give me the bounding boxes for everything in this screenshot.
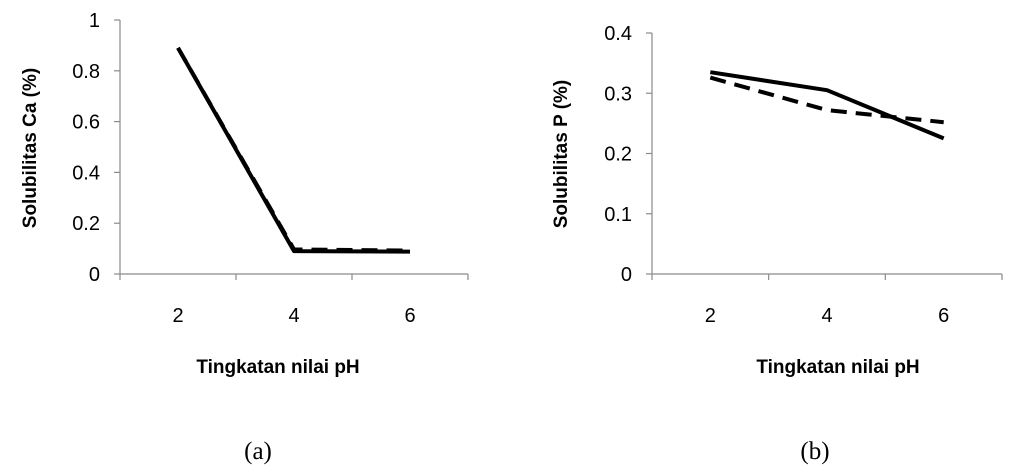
x-tick-label: 4	[288, 305, 299, 327]
x-tick-label: 4	[821, 305, 832, 327]
panel-label: (b)	[800, 438, 829, 465]
chart-panel-a: Solubilitas Ca (%) Tingkatan nilai pH (a…	[20, 10, 469, 465]
y-tick-label: 1	[89, 10, 100, 32]
series-line-dashed	[709, 75, 944, 125]
series-line-solid	[709, 70, 945, 141]
y-tick-label: 0.4	[604, 23, 632, 45]
y-tick-label: 0.6	[72, 112, 100, 134]
x-axis-title: Tingkatan nilai pH	[196, 357, 359, 378]
panel-label: (a)	[244, 438, 272, 465]
x-tick-label: 2	[172, 305, 183, 327]
x-axis-title: Tingkatan nilai pH	[756, 357, 919, 378]
y-tick-label: 0.2	[72, 213, 100, 235]
y-tick-label: 0.2	[604, 144, 632, 166]
y-tick-label: 0.3	[604, 83, 632, 105]
y-tick-label: 0	[89, 264, 100, 286]
y-tick-label: 0.1	[604, 204, 632, 226]
y-axis-title: Solubilitas Ca (%)	[20, 68, 41, 228]
series-line-solid	[176, 46, 411, 254]
y-axis-title: Solubilitas P (%)	[551, 80, 572, 229]
y-tick-label: 0.4	[72, 162, 100, 184]
chart-panel-b: Solubilitas P (%) Tingkatan nilai pH (b)…	[551, 23, 1003, 465]
y-tick-label: 0	[621, 264, 632, 286]
x-tick-label: 6	[938, 305, 949, 327]
x-tick-label: 2	[705, 305, 716, 327]
series-line-dashed	[176, 46, 411, 253]
y-tick-label: 0.8	[72, 61, 100, 83]
x-tick-label: 6	[404, 305, 415, 327]
